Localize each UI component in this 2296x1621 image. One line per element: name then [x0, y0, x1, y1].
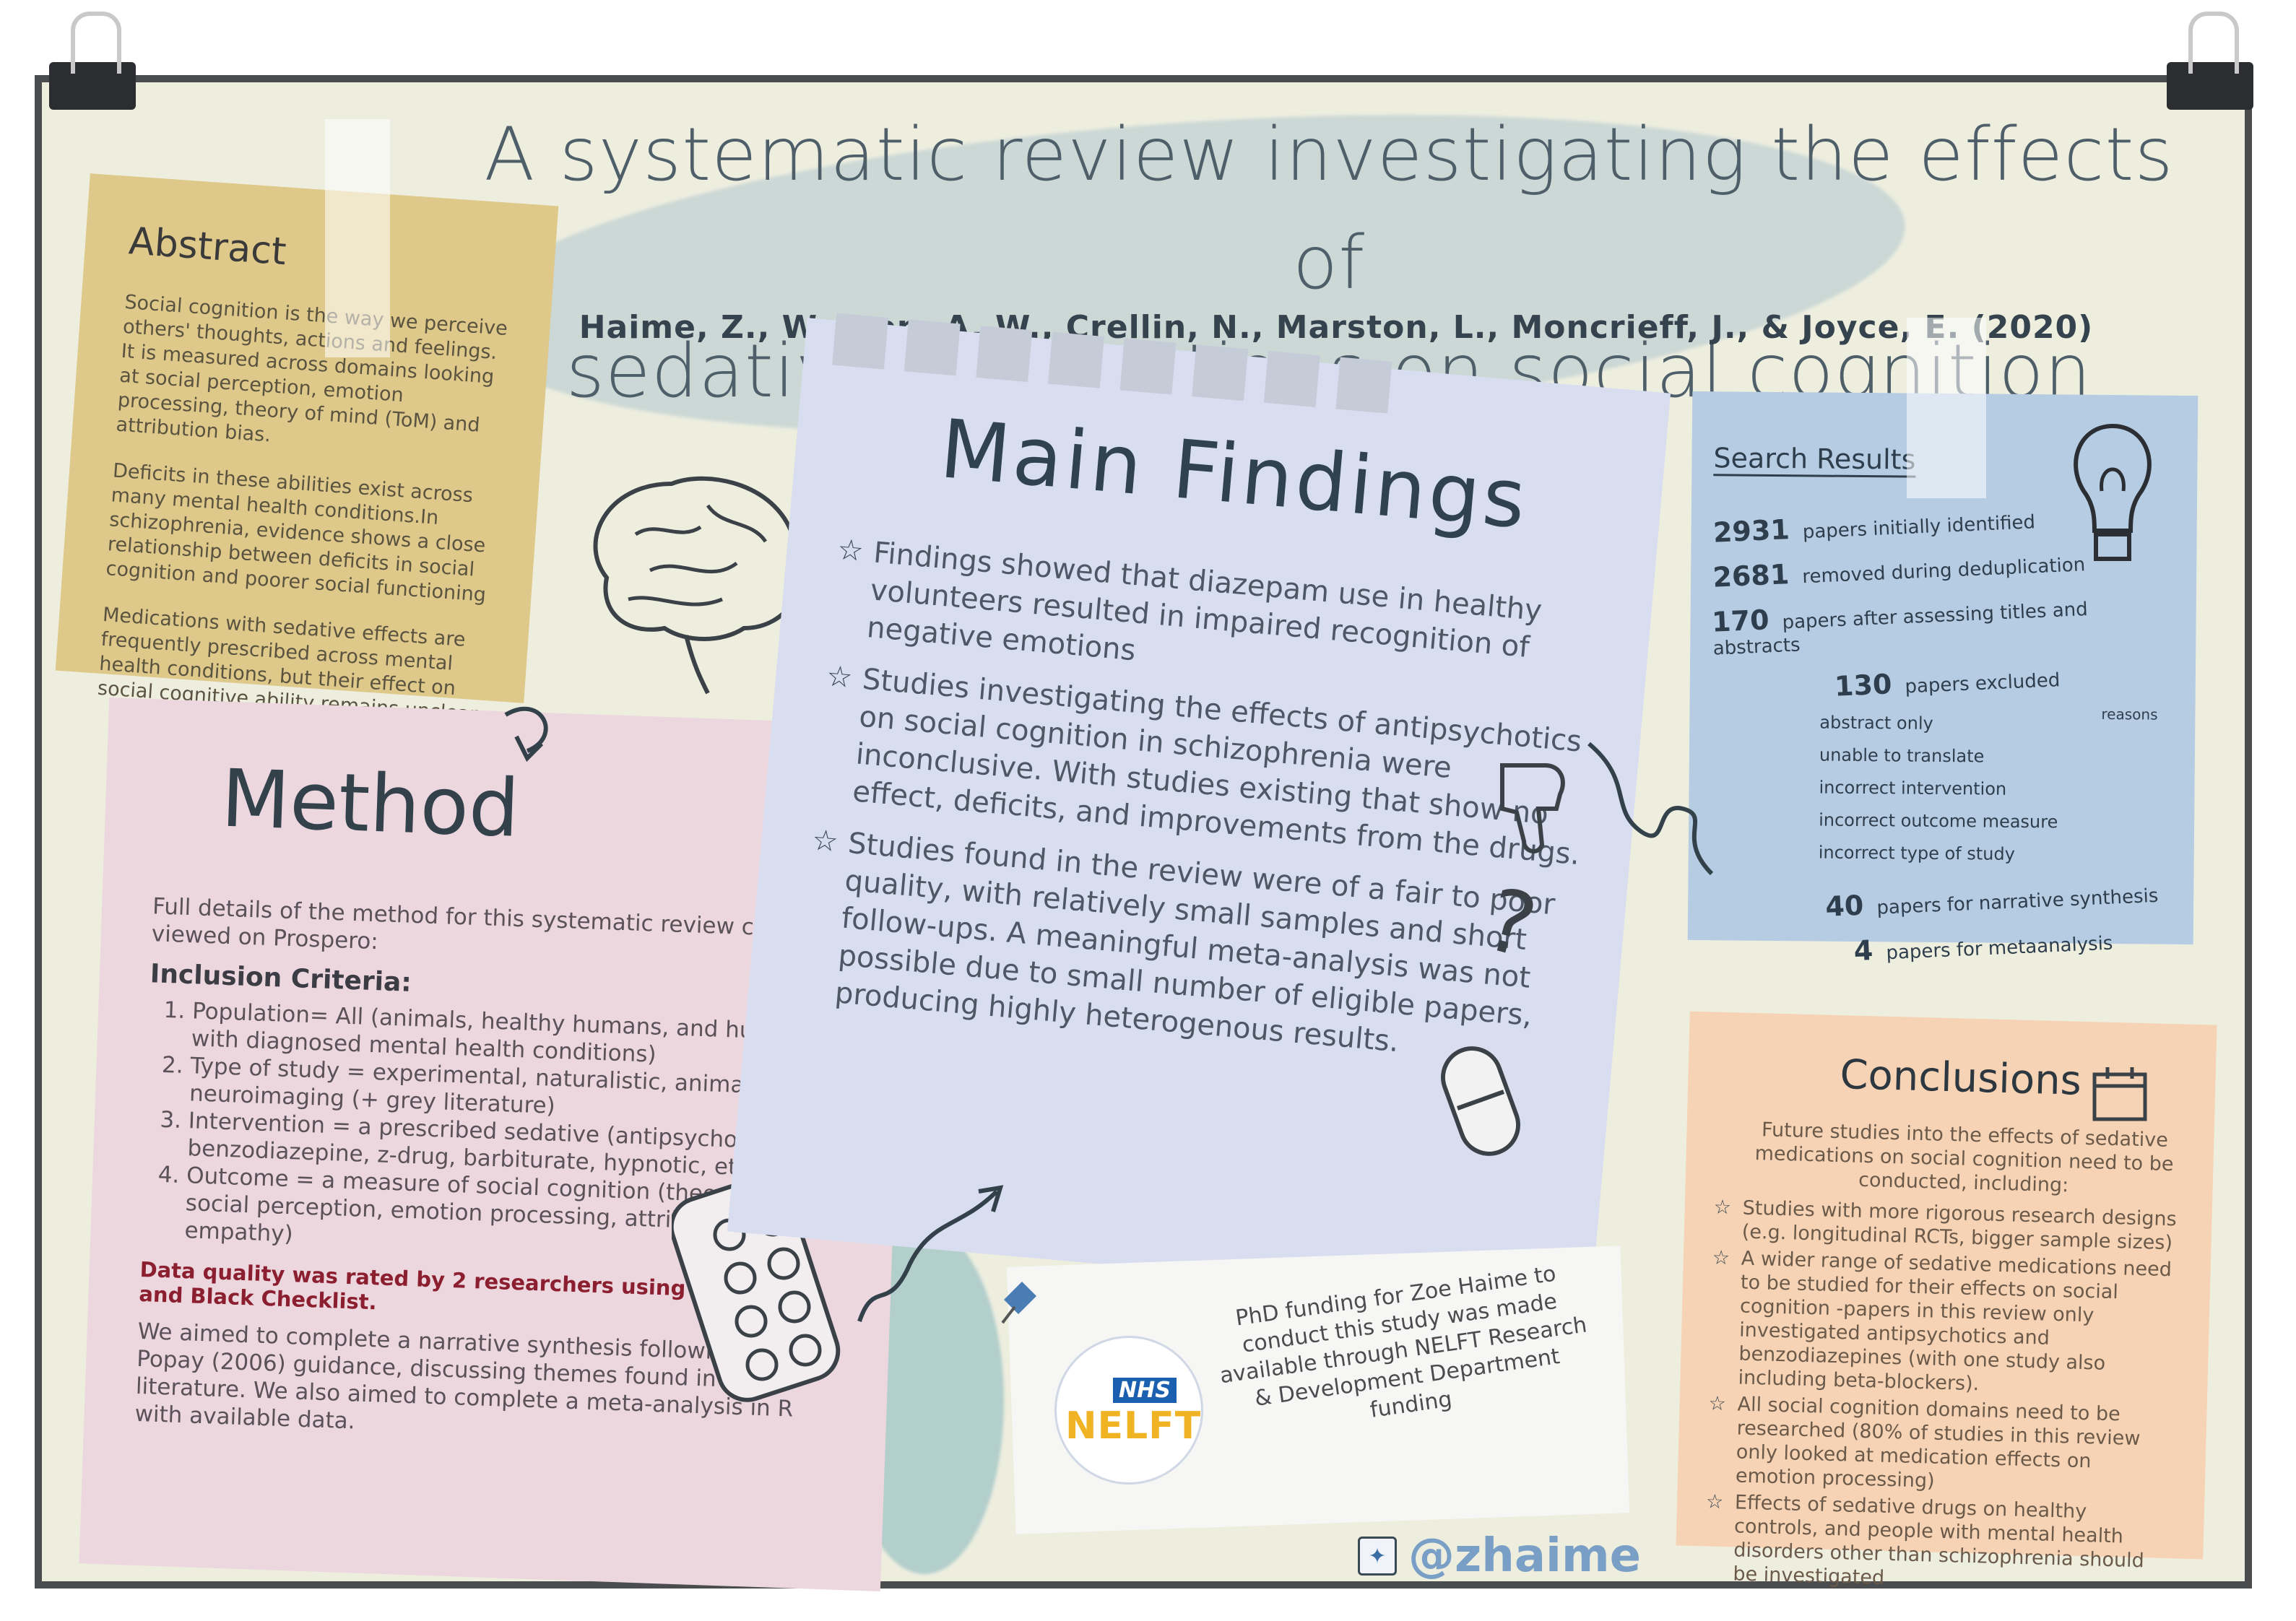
search-row: 130 papers excluded — [1834, 656, 2167, 703]
conclusion-item: Effects of sedative drugs on healthy con… — [1704, 1490, 2175, 1597]
abstract-paragraph: Social cognition is the way we perceive … — [115, 290, 508, 447]
twitter-icon: ✦ — [1358, 1537, 1397, 1576]
search-count: 2931 — [1712, 513, 1790, 549]
nelft-letters: NELFT — [1065, 1404, 1202, 1448]
reason-item: unable to translate — [1819, 744, 1985, 767]
conclusions-intro: Future studies into the effects of sedat… — [1754, 1118, 2174, 1197]
abstract-card: Abstract Social cognition is the way we … — [55, 173, 559, 726]
search-label: removed during deduplication — [1801, 554, 2086, 588]
conclusions-list: Studies with more rigorous research desi… — [1704, 1196, 2183, 1598]
search-count: 40 — [1824, 889, 1865, 923]
search-count: 130 — [1834, 668, 1893, 703]
reason-item: incorrect intervention — [1819, 777, 2007, 799]
search-results-heading: Search Results — [1713, 442, 1916, 478]
conclusion-item: All social cognition domains need to be … — [1707, 1391, 2178, 1499]
search-label: papers excluded — [1904, 669, 2061, 698]
capsule-icon — [1441, 1046, 1520, 1156]
loop-arrow-icon — [504, 706, 548, 762]
nelft-logo-text: NELFT — [1065, 1404, 1201, 1448]
calendar-icon — [2092, 1067, 2147, 1121]
abstract-paragraph: Deficits in these abilities exist across… — [105, 459, 487, 607]
twitter-handle-block: ✦ @zhaime — [1358, 1529, 1641, 1583]
binder-clip-right — [2167, 12, 2253, 110]
lightbulb-icon — [2074, 423, 2152, 561]
reason-item: incorrect outcome measure — [1819, 809, 2058, 833]
search-count: 2681 — [1712, 558, 1790, 594]
pushpin-icon — [1001, 1282, 1036, 1324]
exclusion-reasons: abstract only unable to translate incorr… — [1819, 707, 2167, 872]
search-label: papers for narrative synthesis — [1876, 885, 2159, 919]
thumbs-down-icon — [1500, 763, 1565, 853]
conclusion-item: Studies with more rigorous research desi… — [1712, 1196, 2183, 1256]
search-count: 4 — [1853, 934, 1874, 968]
arrow-icon — [857, 1185, 1004, 1322]
twitter-handle: @zhaime — [1408, 1529, 1642, 1583]
main-findings-heading: Main Findings — [936, 402, 1533, 547]
search-row: 170 papers after assessing titles and abs… — [1711, 586, 2168, 660]
search-count: 170 — [1711, 604, 1770, 638]
funding-text: PhD funding for Zoe Haime to conduct thi… — [1218, 1261, 1589, 1423]
tape-strip — [325, 119, 390, 357]
nhs-logo-text: NHS — [1113, 1378, 1177, 1403]
nelft-logo: NHS NELFT — [1054, 1336, 1203, 1485]
binder-clip-left — [49, 12, 136, 110]
curly-arrow-icon — [1587, 742, 1714, 876]
reasons-label: reasons — [2101, 705, 2158, 723]
tape-strip — [1907, 318, 1986, 498]
search-label: papers initially identified — [1802, 511, 2036, 544]
title-line-1: A systematic review investigating the ef… — [484, 112, 2174, 306]
reason-item: incorrect type of study — [1818, 842, 2015, 864]
conclusion-item: A wider range of sedative medications ne… — [1709, 1246, 2182, 1401]
search-row: 40 papers for narrative synthesis — [1824, 876, 2165, 923]
